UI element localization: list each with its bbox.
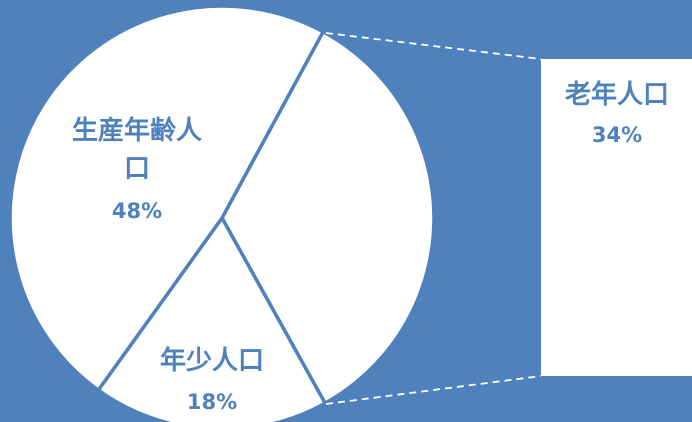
slice-working-age (8, 4, 325, 392)
slice-label-working-age: 生産年齢人 (72, 115, 202, 146)
connector-line-bottom (325, 375, 542, 405)
slice-label-working-age-line2: 口 (124, 154, 150, 184)
connector-line-top (325, 32, 542, 60)
pie-slices (8, 4, 436, 422)
slice-label-child: 年少人口 (160, 345, 264, 376)
slice-value-elderly: 34% (592, 123, 642, 147)
slice-label-elderly: 老年人口 (565, 79, 669, 110)
slice-child (96, 216, 327, 422)
slice-value-child: 18% (187, 390, 237, 414)
slice-value-working-age: 48% (112, 199, 162, 223)
callout-box-elderly (541, 59, 692, 376)
